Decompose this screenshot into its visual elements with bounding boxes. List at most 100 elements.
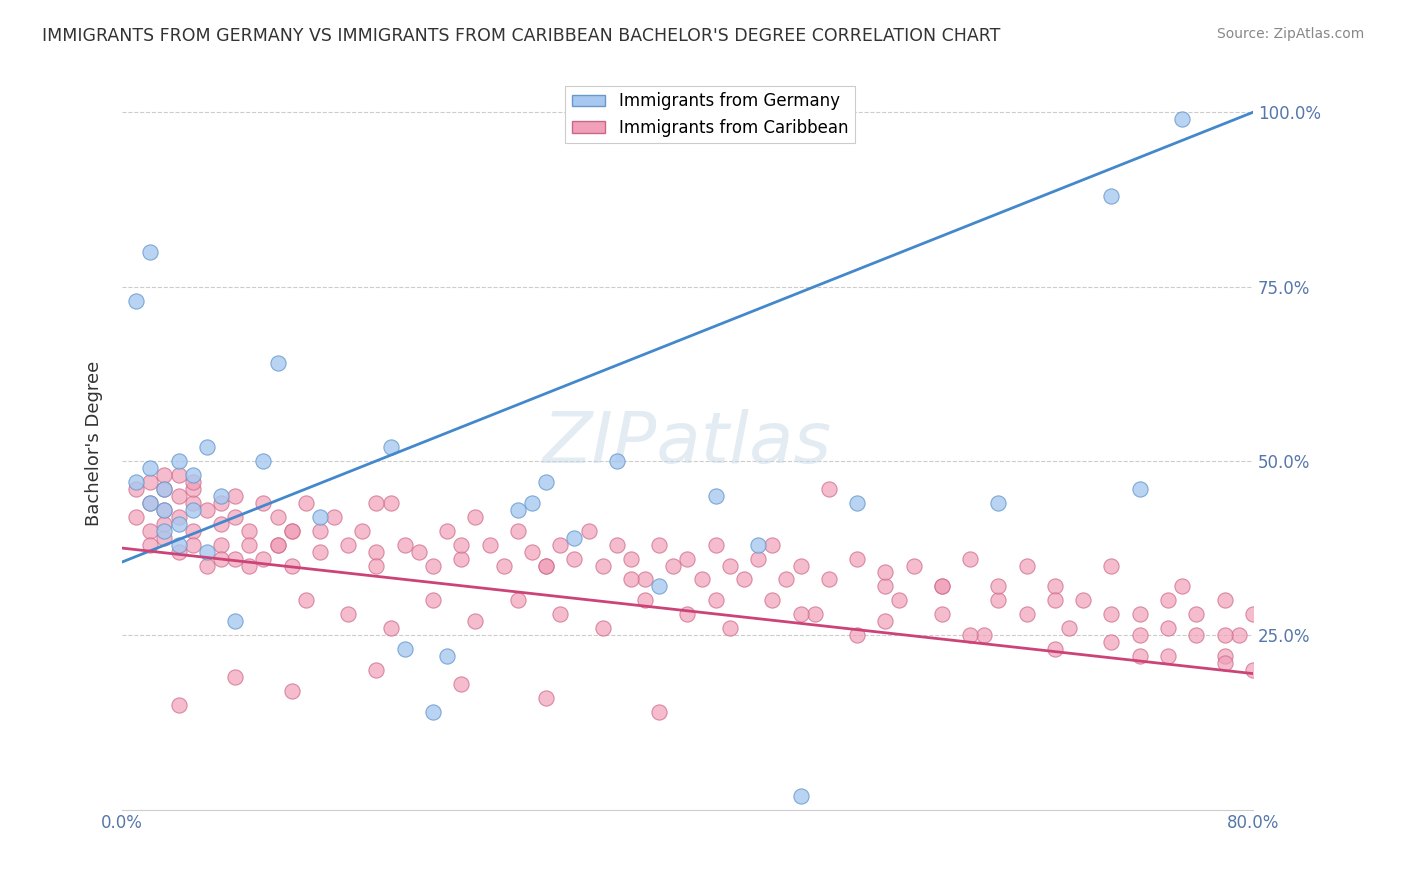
Point (987, 579, 1010, 593)
Point (1171, 112, 1194, 127)
Point (181, 538, 204, 552)
Point (1129, 607, 1152, 622)
Point (733, 573, 755, 587)
Point (195, 440, 218, 454)
Point (309, 524, 332, 538)
Point (238, 538, 260, 552)
Point (323, 509, 346, 524)
Point (747, 538, 769, 552)
Point (366, 663, 388, 677)
Point (789, 558, 811, 573)
Point (380, 621, 402, 635)
Point (209, 489, 232, 503)
Point (761, 593, 783, 607)
Point (1227, 628, 1250, 642)
Point (181, 502, 204, 516)
Point (139, 524, 162, 538)
Point (1129, 628, 1152, 642)
Point (987, 496, 1010, 510)
Point (747, 551, 769, 566)
Point (520, 544, 543, 558)
Point (1157, 593, 1180, 607)
Point (181, 496, 204, 510)
Point (167, 538, 190, 552)
Point (1015, 607, 1038, 622)
Point (167, 516, 190, 531)
Point (1101, 607, 1123, 622)
Point (153, 502, 176, 516)
Point (464, 615, 486, 629)
Point (280, 524, 302, 538)
Text: Source: ZipAtlas.com: Source: ZipAtlas.com (1216, 27, 1364, 41)
Point (648, 705, 671, 719)
Point (153, 531, 176, 545)
Point (704, 593, 727, 607)
Point (252, 496, 274, 510)
Point (380, 496, 402, 510)
Point (337, 538, 360, 552)
Point (153, 516, 176, 531)
Point (252, 454, 274, 468)
Point (789, 789, 811, 803)
Point (592, 621, 614, 635)
Point (266, 538, 288, 552)
Point (789, 607, 811, 622)
Point (125, 475, 148, 489)
Point (931, 579, 953, 593)
Point (676, 551, 699, 566)
Point (718, 558, 741, 573)
Point (224, 489, 246, 503)
Point (564, 531, 586, 545)
Point (224, 551, 246, 566)
Point (620, 551, 643, 566)
Point (280, 684, 302, 698)
Point (224, 615, 246, 629)
Point (153, 502, 176, 516)
Point (846, 496, 869, 510)
Point (520, 496, 543, 510)
Point (181, 475, 204, 489)
Point (1015, 558, 1038, 573)
Point (1157, 621, 1180, 635)
Point (592, 558, 614, 573)
Point (662, 558, 685, 573)
Point (931, 579, 953, 593)
Point (181, 467, 204, 482)
Point (139, 475, 162, 489)
Point (1157, 649, 1180, 664)
Point (506, 524, 529, 538)
Point (195, 558, 218, 573)
Point (634, 593, 657, 607)
Point (280, 558, 302, 573)
Point (676, 607, 699, 622)
Point (238, 558, 260, 573)
Point (167, 489, 190, 503)
Point (464, 509, 486, 524)
Point (548, 607, 571, 622)
Point (803, 607, 825, 622)
Point (153, 467, 176, 482)
Point (436, 524, 458, 538)
Point (450, 538, 472, 552)
Point (648, 538, 671, 552)
Point (125, 482, 148, 496)
Text: IMMIGRANTS FROM GERMANY VS IMMIGRANTS FROM CARIBBEAN BACHELOR'S DEGREE CORRELATI: IMMIGRANTS FROM GERMANY VS IMMIGRANTS FR… (42, 27, 1001, 45)
Point (252, 551, 274, 566)
Point (478, 538, 501, 552)
Point (534, 690, 557, 705)
Text: R =  0.516   N =  38: R = 0.516 N = 38 (637, 103, 806, 121)
Point (366, 558, 388, 573)
Point (875, 566, 897, 580)
Point (704, 538, 727, 552)
Point (1101, 635, 1123, 649)
Point (1185, 628, 1208, 642)
Point (875, 615, 897, 629)
Point (422, 593, 444, 607)
Point (181, 482, 204, 496)
Point (352, 524, 374, 538)
Point (139, 538, 162, 552)
Point (294, 496, 316, 510)
Point (931, 607, 953, 622)
Point (394, 642, 416, 657)
Point (422, 558, 444, 573)
